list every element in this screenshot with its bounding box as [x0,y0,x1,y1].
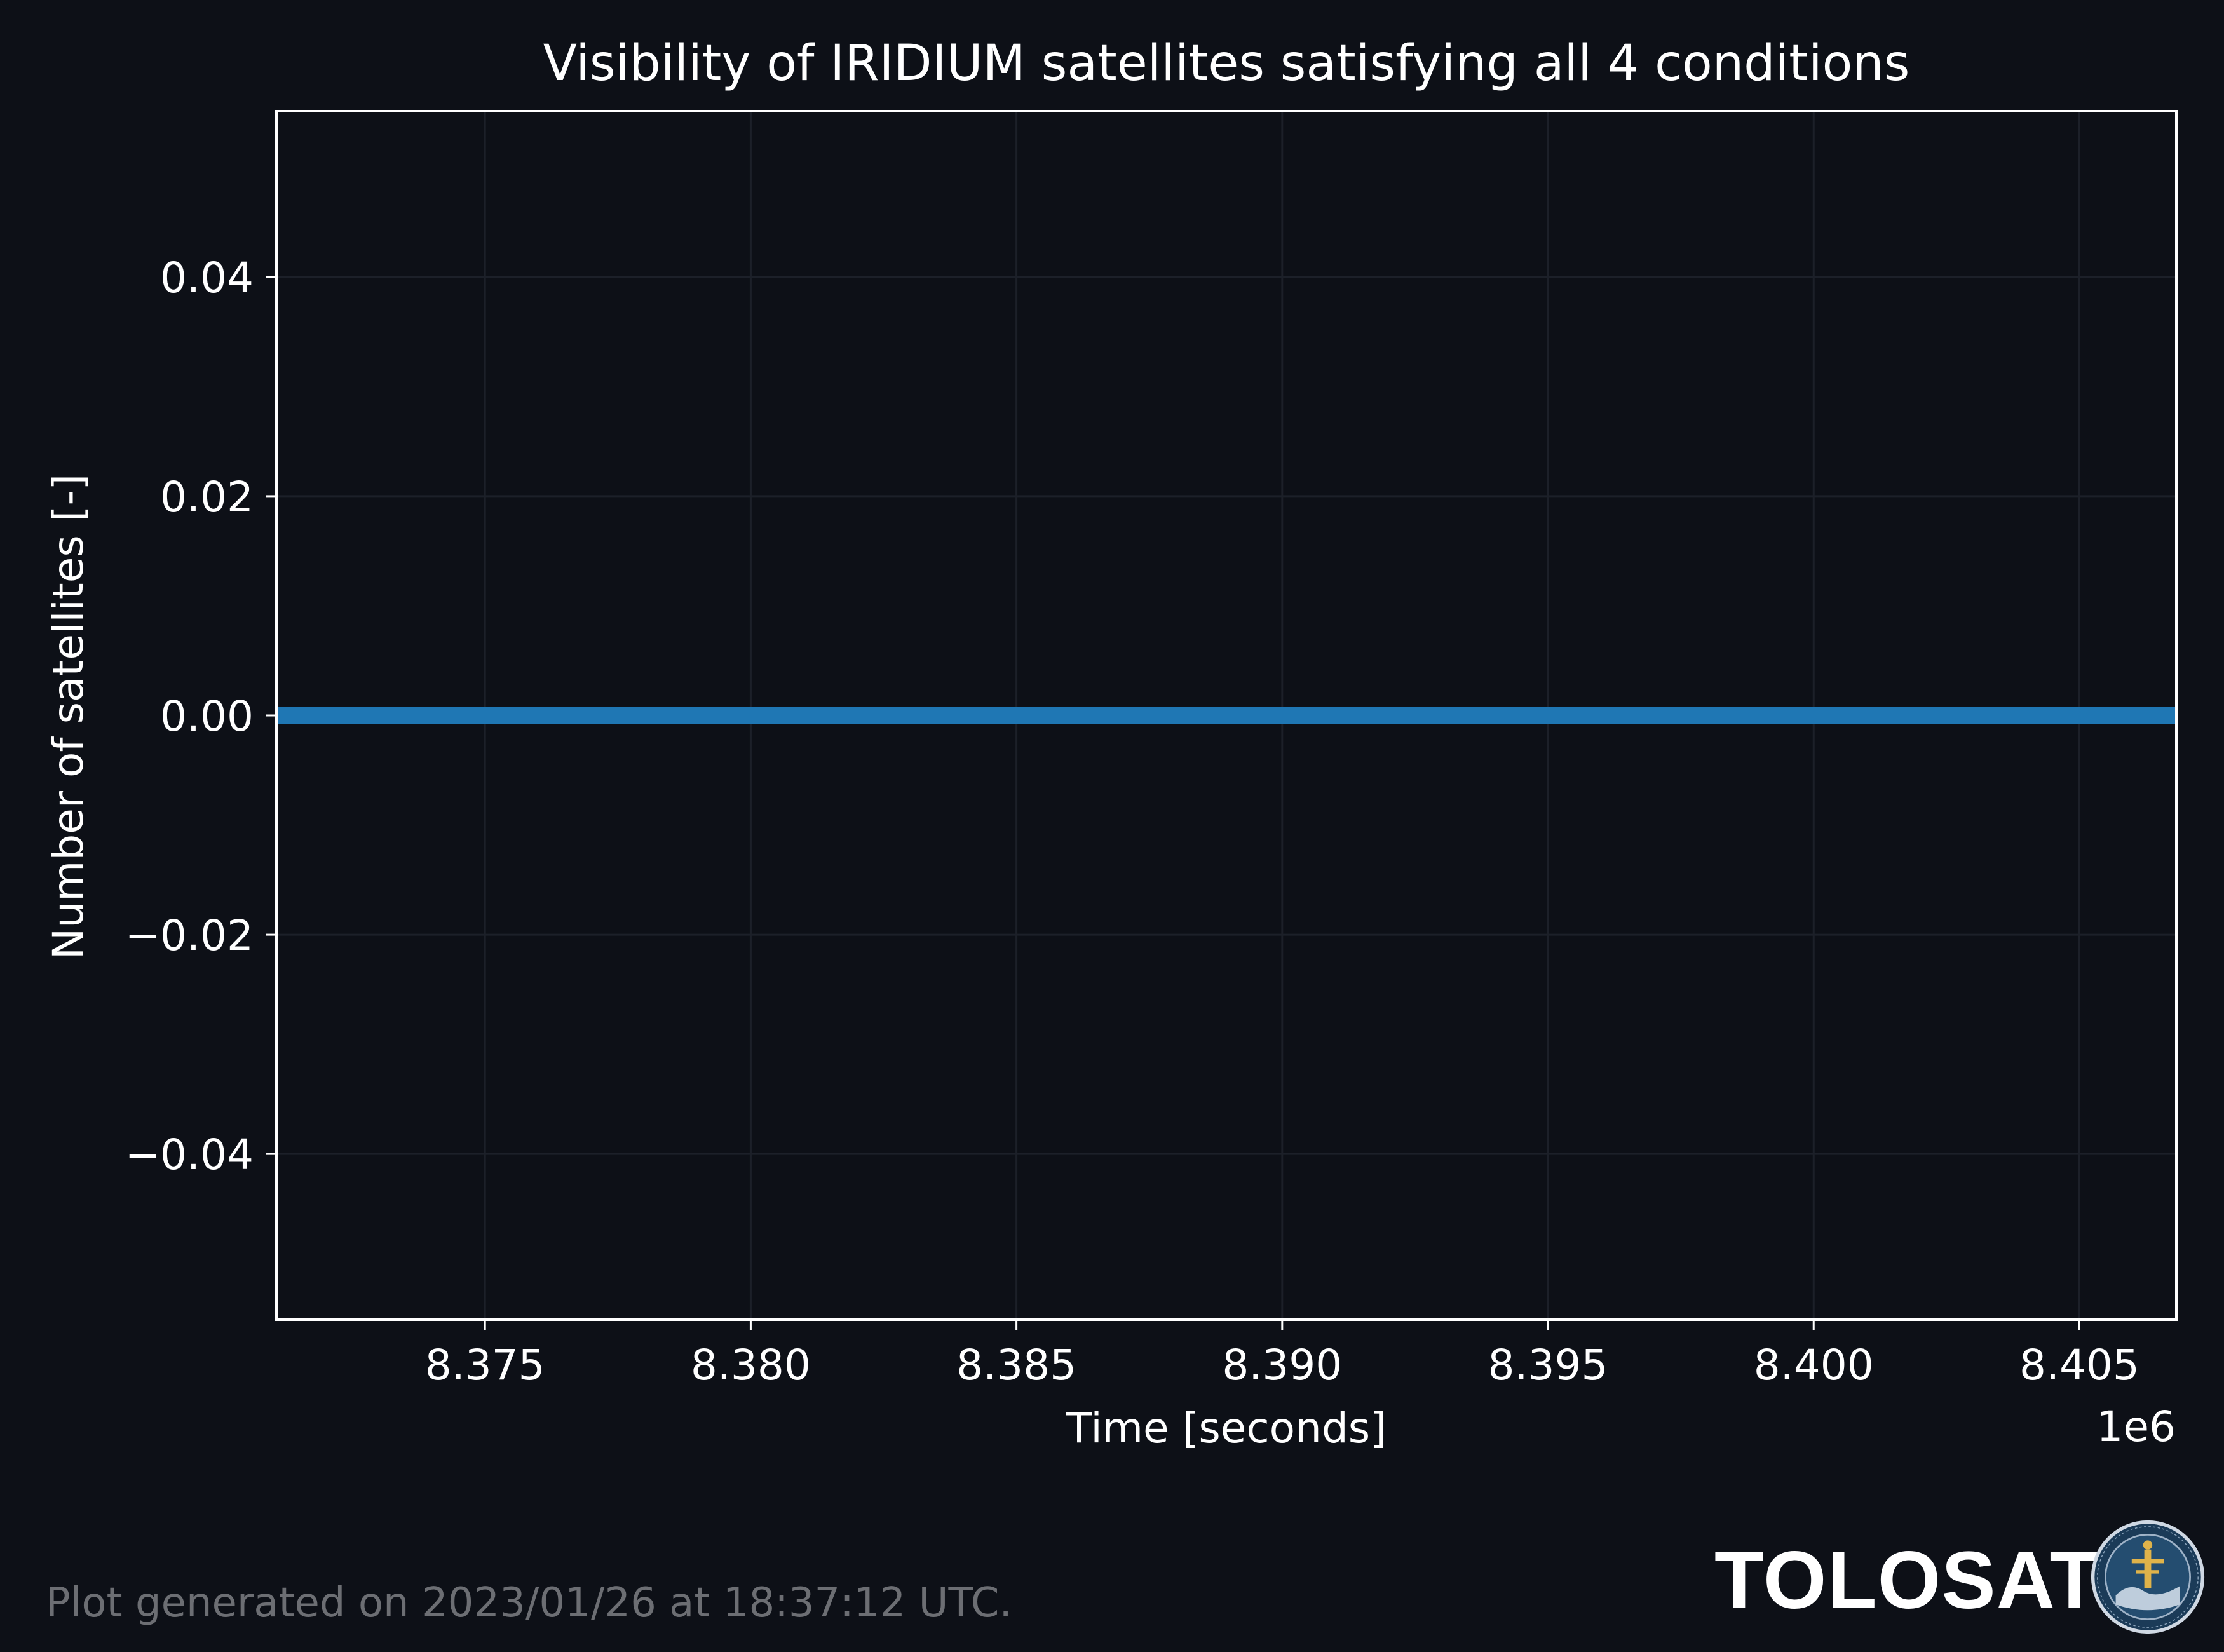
brand-wordmark: TOLOSAT [1714,1535,2100,1626]
y-tick-label: −0.04 [125,1130,254,1179]
generation-timestamp: Plot generated on 2023/01/26 at 18:37:12… [46,1580,1012,1627]
y-tick-label: 0.00 [160,692,254,741]
x-tick-label: 8.405 [2019,1341,2139,1390]
x-axis-label: Time [seconds] [1066,1404,1387,1452]
y-tick-label: 0.04 [160,254,254,302]
x-tick-label: 8.400 [1754,1341,1874,1390]
ticks: 8.375 8.380 8.385 8.390 8.395 8.400 8.405 0.04 0… [125,254,2139,1390]
chart-title: Visibility of IRIDIUM satellites satisfy… [543,35,1910,92]
x-tick-label: 8.395 [1488,1341,1608,1390]
x-axis-offset-label: 1e6 [2096,1402,2176,1451]
y-tick-label: −0.02 [125,911,254,960]
x-tick-label: 8.385 [956,1341,1076,1390]
y-tick-label: 0.02 [160,473,254,522]
y-axis-label: Number of satellites [-] [44,474,93,959]
x-tick-label: 8.390 [1222,1341,1342,1390]
x-tick-label: 8.380 [691,1341,811,1390]
tolosat-seal-icon [2091,1520,2205,1634]
x-tick-label: 8.375 [425,1341,545,1390]
